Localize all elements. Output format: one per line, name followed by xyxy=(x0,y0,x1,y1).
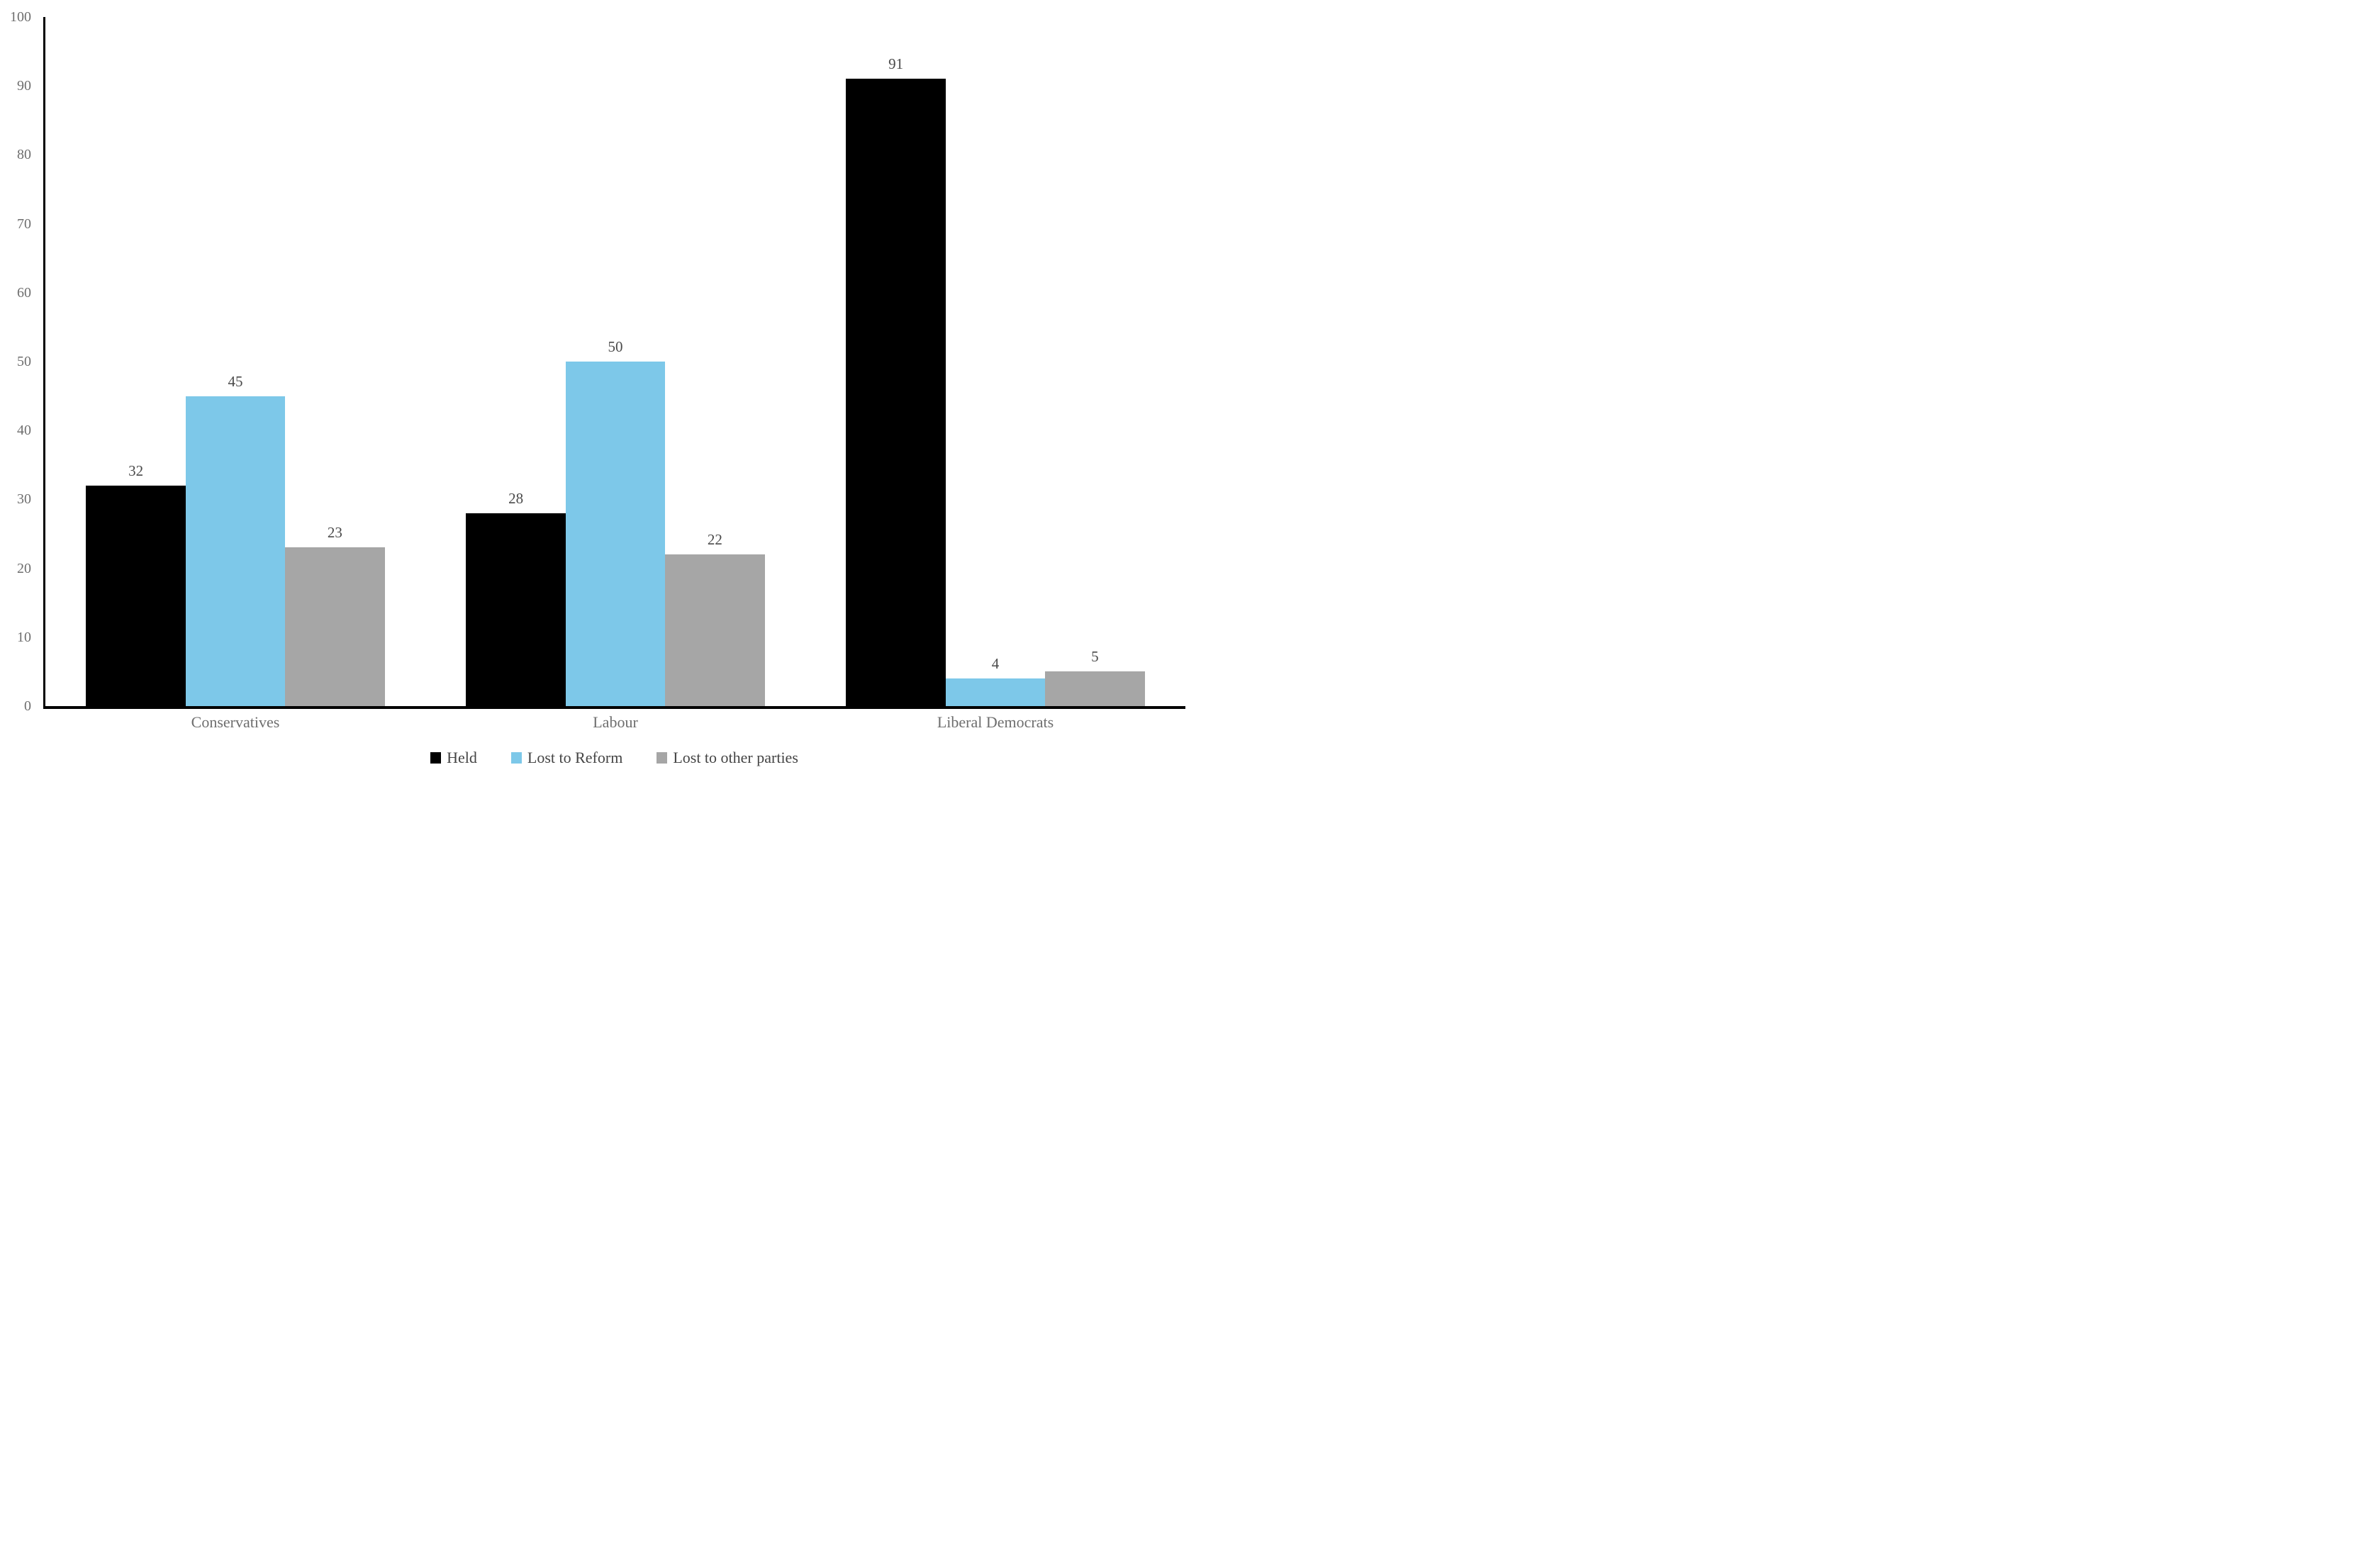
category-label: Labour xyxy=(593,713,638,731)
category-label: Liberal Democrats xyxy=(937,713,1054,731)
legend-swatch-icon xyxy=(430,752,442,764)
y-tick-label: 20 xyxy=(17,560,31,576)
bar-value-label: 32 xyxy=(128,462,144,479)
category-label: Conservatives xyxy=(191,713,280,731)
legend-item: Lost to Reform xyxy=(510,749,623,766)
y-tick-label: 90 xyxy=(17,78,31,94)
bar-held: 32 xyxy=(86,463,186,706)
bar-group: 91 4 5 xyxy=(805,17,1185,706)
bar-groups: 32 45 23 28 50 22 91 4 5 xyxy=(45,17,1185,706)
bar-chart: 0 10 20 30 40 50 60 70 80 90 100 32 45 23 28 50 22 91 4 5 … xyxy=(0,0,1190,777)
y-axis-line xyxy=(43,17,45,709)
legend-label: Held xyxy=(447,749,477,766)
y-axis-ticks: 0 10 20 30 40 50 60 70 80 90 100 xyxy=(0,10,31,713)
bar-lost-to-reform: 4 xyxy=(945,656,1046,706)
y-tick-label: 0 xyxy=(24,698,31,714)
y-tick-label: 60 xyxy=(17,284,31,301)
legend-item: Held xyxy=(430,750,477,766)
y-tick-label: 70 xyxy=(17,216,31,232)
bar-value-label: 23 xyxy=(327,524,342,542)
y-tick-label: 80 xyxy=(17,147,31,163)
legend-item: Lost to other parties xyxy=(657,750,798,766)
bar-value-label: 50 xyxy=(608,338,623,355)
bar-lost-to-other-parties: 23 xyxy=(285,525,385,706)
bar-group: 32 45 23 xyxy=(45,17,425,706)
bar-value-label: 22 xyxy=(707,531,722,549)
bar-held: 28 xyxy=(466,491,566,706)
bar-group: 28 50 22 xyxy=(425,17,805,706)
y-tick-label: 100 xyxy=(10,9,31,25)
bar-lost-to-other-parties: 22 xyxy=(665,532,765,706)
y-tick-label: 30 xyxy=(17,491,31,508)
bar-value-label: 5 xyxy=(1091,648,1099,666)
bar-value-label: 28 xyxy=(508,489,524,507)
legend: Held Lost to Reform Lost to other parties xyxy=(43,750,1185,766)
bar-lost-to-reform: 50 xyxy=(565,340,666,706)
category-labels: Conservatives Labour Liberal Democrats xyxy=(45,715,1185,730)
bar-value-label: 4 xyxy=(991,655,1000,673)
bar-held: 91 xyxy=(846,57,946,706)
legend-swatch-icon xyxy=(510,752,522,764)
legend-swatch-icon xyxy=(657,752,668,764)
legend-label: Lost to other parties xyxy=(673,749,798,766)
bar-lost-to-other-parties: 5 xyxy=(1045,649,1145,706)
bar-lost-to-reform: 45 xyxy=(185,374,286,706)
x-axis-line xyxy=(43,706,1185,709)
legend-label: Lost to Reform xyxy=(527,749,623,766)
bar-value-label: 45 xyxy=(228,372,243,390)
y-tick-label: 40 xyxy=(17,423,31,439)
bar-value-label: 91 xyxy=(888,55,904,73)
y-tick-label: 10 xyxy=(17,629,31,645)
y-tick-label: 50 xyxy=(17,354,31,369)
